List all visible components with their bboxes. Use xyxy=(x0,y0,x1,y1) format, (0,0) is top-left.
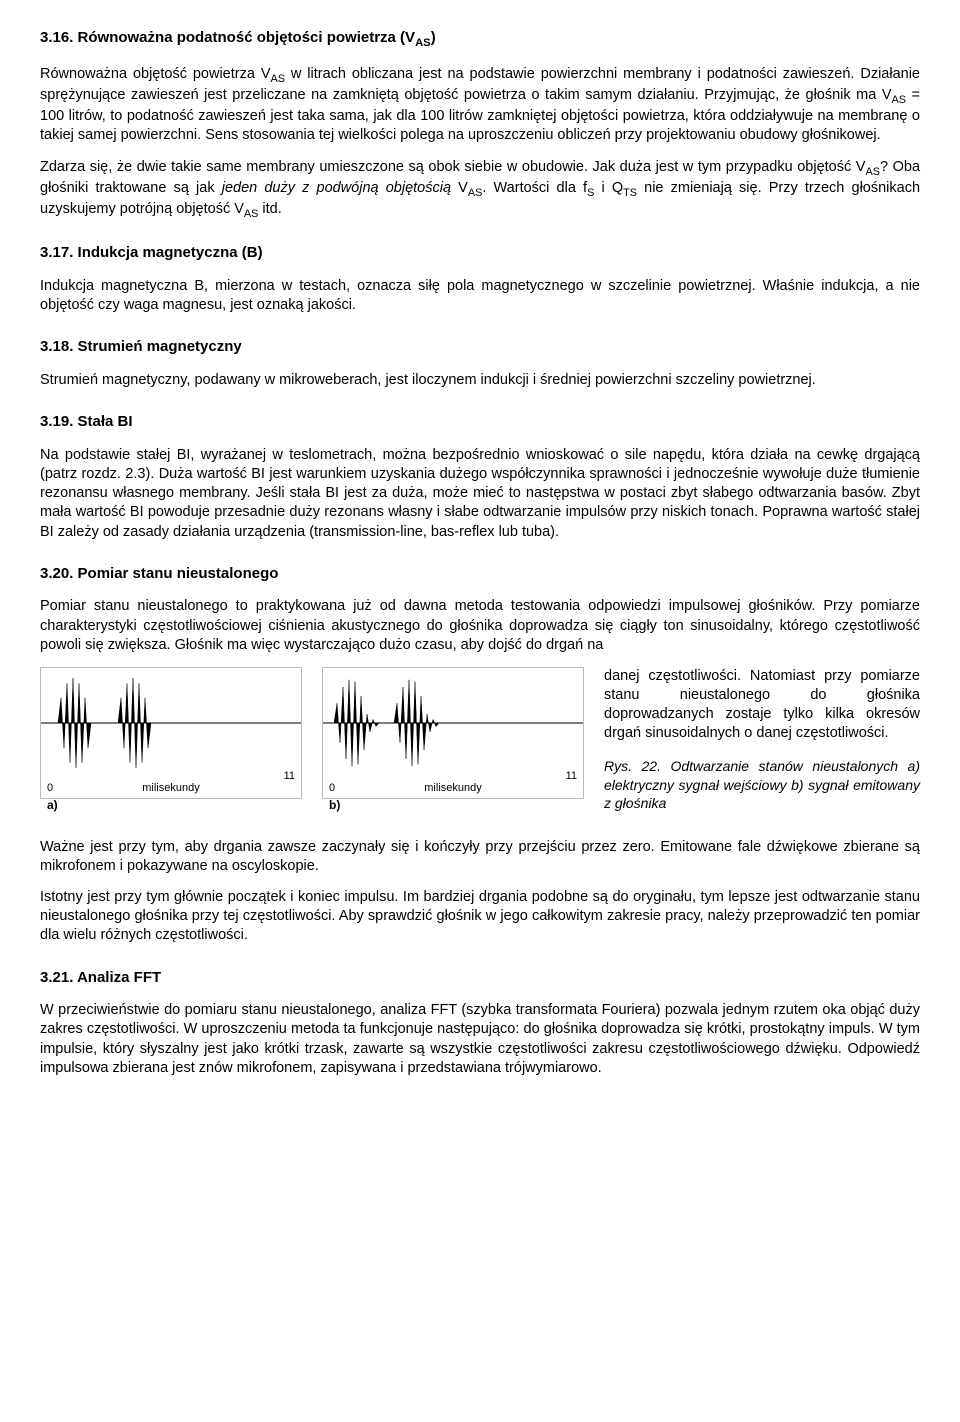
heading-3-19: 3.19. Stała BI xyxy=(40,412,920,432)
para-3-17-1: Indukcja magnetyczna B, mierzona w testa… xyxy=(40,277,920,315)
para-3-18-1: Strumień magnetyczny, podawany w mikrowe… xyxy=(40,371,920,390)
fig-a-letter: a) xyxy=(47,798,58,814)
fig-b-x-end: 11 xyxy=(566,769,577,784)
para-3-21-1: W przeciwieństwie do pomiaru stanu nieus… xyxy=(40,1001,920,1078)
figure-22-text-col: danej częstotliwości. Natomiast przy pom… xyxy=(604,667,920,824)
para-3-20-1: Pomiar stanu nieustalonego to praktykowa… xyxy=(40,597,920,654)
para-3-16-1: Równoważna objętość powietrza VAS w litr… xyxy=(40,65,920,146)
fig-a-x-start: 0 xyxy=(47,781,53,796)
heading-3-20: 3.20. Pomiar stanu nieustalonego xyxy=(40,564,920,584)
document-page: 3.16. Równoważna podatność objętości pow… xyxy=(0,0,960,1130)
para-3-20-inline: danej częstotliwości. Natomiast przy pom… xyxy=(604,667,920,744)
para-3-20-4: Istotny jest przy tym głównie początek i… xyxy=(40,888,920,945)
fig-b-x-unit: milisekundy xyxy=(424,781,481,796)
figure-22-svg-a xyxy=(41,668,301,798)
para-3-16-2: Zdarza się, że dwie takie same membrany … xyxy=(40,158,920,222)
heading-3-16: 3.16. Równoważna podatność objętości pow… xyxy=(40,28,920,51)
heading-3-18: 3.18. Strumień magnetyczny xyxy=(40,337,920,357)
fig-a-x-end: 11 xyxy=(284,769,295,784)
figure-22-caption: Rys. 22. Odtwarzanie stanów nieustalonyc… xyxy=(604,757,920,812)
figure-22-row: 0 milisekundy 11 a) 0 milisekundy 11 b) … xyxy=(40,667,920,824)
fig-a-x-unit: milisekundy xyxy=(142,781,199,796)
para-3-20-3: Ważne jest przy tym, aby drgania zawsze … xyxy=(40,838,920,876)
figure-22-svg-b xyxy=(323,668,583,798)
fig-b-letter: b) xyxy=(329,798,340,814)
heading-3-21: 3.21. Analiza FFT xyxy=(40,968,920,988)
fig-b-x-start: 0 xyxy=(329,781,335,796)
figure-22-panel-b: 0 milisekundy 11 b) xyxy=(322,667,584,799)
para-3-19-1: Na podstawie stałej BI, wyrażanej w tesl… xyxy=(40,446,920,542)
figure-22-panel-a: 0 milisekundy 11 a) xyxy=(40,667,302,799)
heading-3-17: 3.17. Indukcja magnetyczna (B) xyxy=(40,243,920,263)
